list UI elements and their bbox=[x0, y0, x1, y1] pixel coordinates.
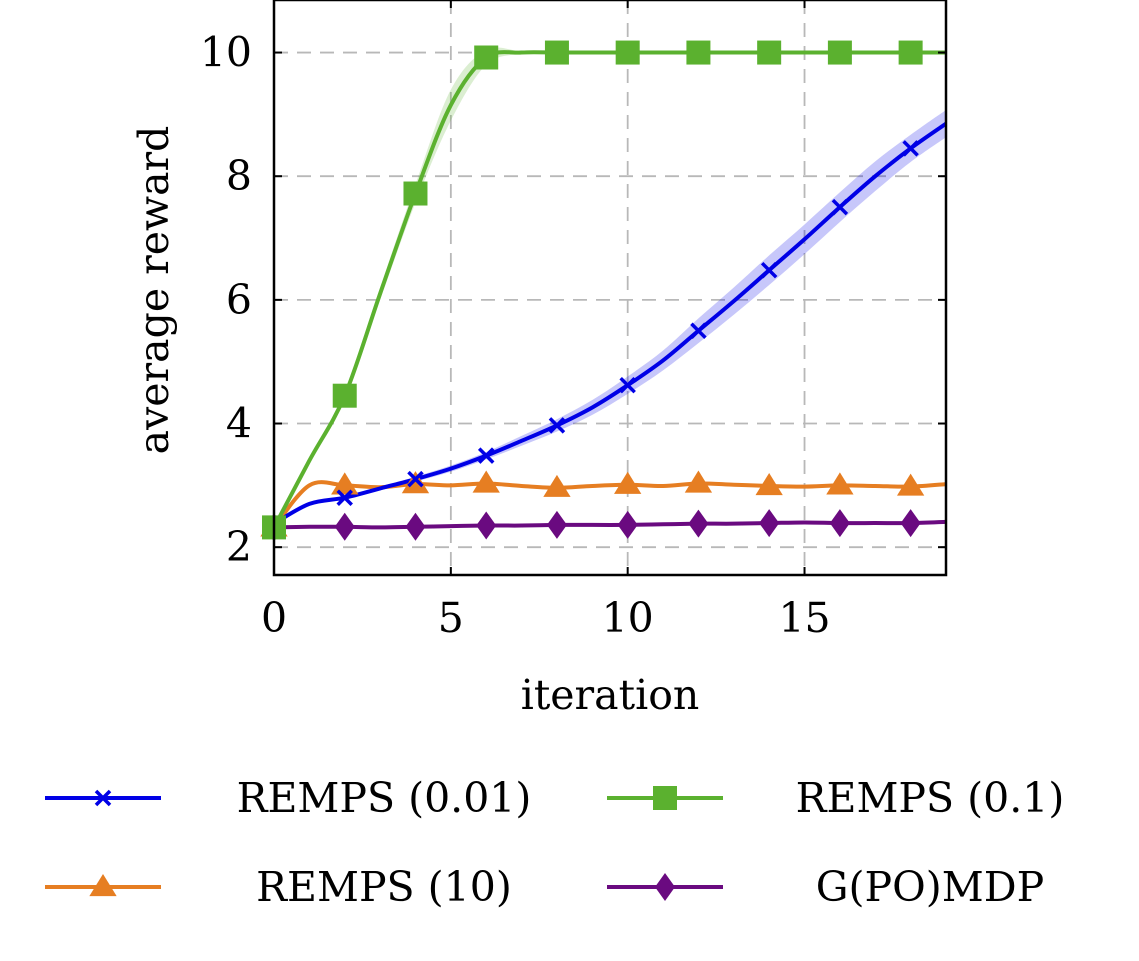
data-point-3 bbox=[617, 510, 638, 539]
axis-ticks: 0 5 10 15 2 4 6 8 10 bbox=[200, 0, 946, 642]
data-point-3 bbox=[546, 510, 567, 539]
data-point-2 bbox=[331, 472, 359, 495]
marker-stroke bbox=[407, 470, 424, 488]
data-point-3 bbox=[829, 509, 850, 538]
x-tick-label: 10 bbox=[602, 594, 654, 642]
data-point-1 bbox=[332, 383, 357, 408]
series-markers bbox=[260, 40, 925, 542]
data-point-0 bbox=[619, 376, 636, 394]
data-point-1 bbox=[403, 181, 428, 206]
data-point-2 bbox=[755, 472, 783, 496]
data-point-2 bbox=[896, 473, 925, 496]
data-point-0 bbox=[831, 198, 849, 216]
data-point-3 bbox=[900, 509, 921, 538]
y-tick-label: 6 bbox=[226, 276, 252, 324]
series-lines bbox=[272, 50, 948, 530]
data-point-3 bbox=[759, 509, 780, 538]
legend-item: REMPS (10) bbox=[45, 863, 512, 911]
data-point-1 bbox=[686, 40, 711, 65]
band-1 bbox=[274, 47, 946, 528]
marker-stroke bbox=[831, 198, 849, 216]
y-tick-label: 10 bbox=[200, 29, 252, 77]
data-point-0 bbox=[760, 261, 778, 279]
legend-marker-icon bbox=[655, 873, 675, 901]
x-tick-label: 5 bbox=[438, 594, 464, 642]
legend-label: REMPS (0.1) bbox=[796, 774, 1065, 822]
legend-label: REMPS (10) bbox=[256, 863, 512, 911]
data-point-0 bbox=[548, 417, 566, 434]
x-axis-label: iteration bbox=[521, 671, 700, 719]
data-point-2 bbox=[614, 471, 642, 494]
data-point-1 bbox=[757, 40, 782, 65]
marker-stroke bbox=[477, 447, 495, 464]
series-line-0 bbox=[272, 122, 948, 526]
data-point-1 bbox=[544, 40, 569, 65]
y-tick-label: 8 bbox=[226, 152, 252, 200]
series-line-1 bbox=[272, 50, 946, 529]
plot-area-frame bbox=[272, 0, 948, 577]
y-tick-label: 2 bbox=[226, 523, 252, 571]
legend-item: REMPS (0.01) bbox=[45, 774, 531, 822]
marker-stroke bbox=[619, 376, 636, 394]
legend-marker-icon bbox=[89, 874, 117, 897]
data-point-0 bbox=[477, 447, 495, 464]
data-point-2 bbox=[684, 470, 713, 493]
data-point-0 bbox=[902, 140, 919, 157]
band-0 bbox=[274, 110, 946, 524]
data-point-2 bbox=[826, 472, 854, 495]
confidence-bands bbox=[274, 47, 946, 528]
data-point-3 bbox=[334, 512, 355, 541]
data-point-3 bbox=[476, 511, 497, 540]
legend-label: G(PO)MDP bbox=[816, 863, 1044, 911]
data-point-0 bbox=[690, 322, 707, 340]
data-point-2 bbox=[401, 471, 430, 494]
legend-label: REMPS (0.01) bbox=[237, 774, 532, 822]
marker-stroke bbox=[336, 489, 353, 506]
legend-item: G(PO)MDP bbox=[607, 863, 1044, 911]
data-point-3 bbox=[405, 512, 426, 541]
data-point-2 bbox=[543, 474, 571, 497]
y-axis-label: average reward bbox=[130, 126, 178, 455]
y-tick-label: 4 bbox=[226, 400, 252, 448]
data-point-1 bbox=[827, 40, 852, 65]
data-point-1 bbox=[474, 45, 499, 70]
legend-item: REMPS (0.1) bbox=[607, 774, 1064, 822]
data-point-0 bbox=[336, 489, 353, 506]
data-point-2 bbox=[472, 470, 500, 493]
marker-stroke bbox=[548, 417, 566, 434]
data-point-1 bbox=[898, 40, 923, 65]
marker-stroke bbox=[760, 261, 778, 279]
data-point-3 bbox=[688, 509, 709, 538]
legend-marker-icon bbox=[94, 789, 112, 807]
data-point-0 bbox=[407, 470, 424, 488]
legend-marker-icon bbox=[653, 786, 677, 810]
marker-stroke bbox=[94, 789, 112, 807]
marker-stroke bbox=[902, 140, 919, 157]
x-tick-label: 0 bbox=[261, 594, 287, 642]
legend: REMPS (0.01) REMPS (0.1) REMPS (10) G(PO)MD… bbox=[45, 774, 1064, 911]
data-point-1 bbox=[615, 40, 640, 65]
marker-stroke bbox=[690, 322, 707, 340]
x-tick-label: 15 bbox=[778, 594, 830, 642]
